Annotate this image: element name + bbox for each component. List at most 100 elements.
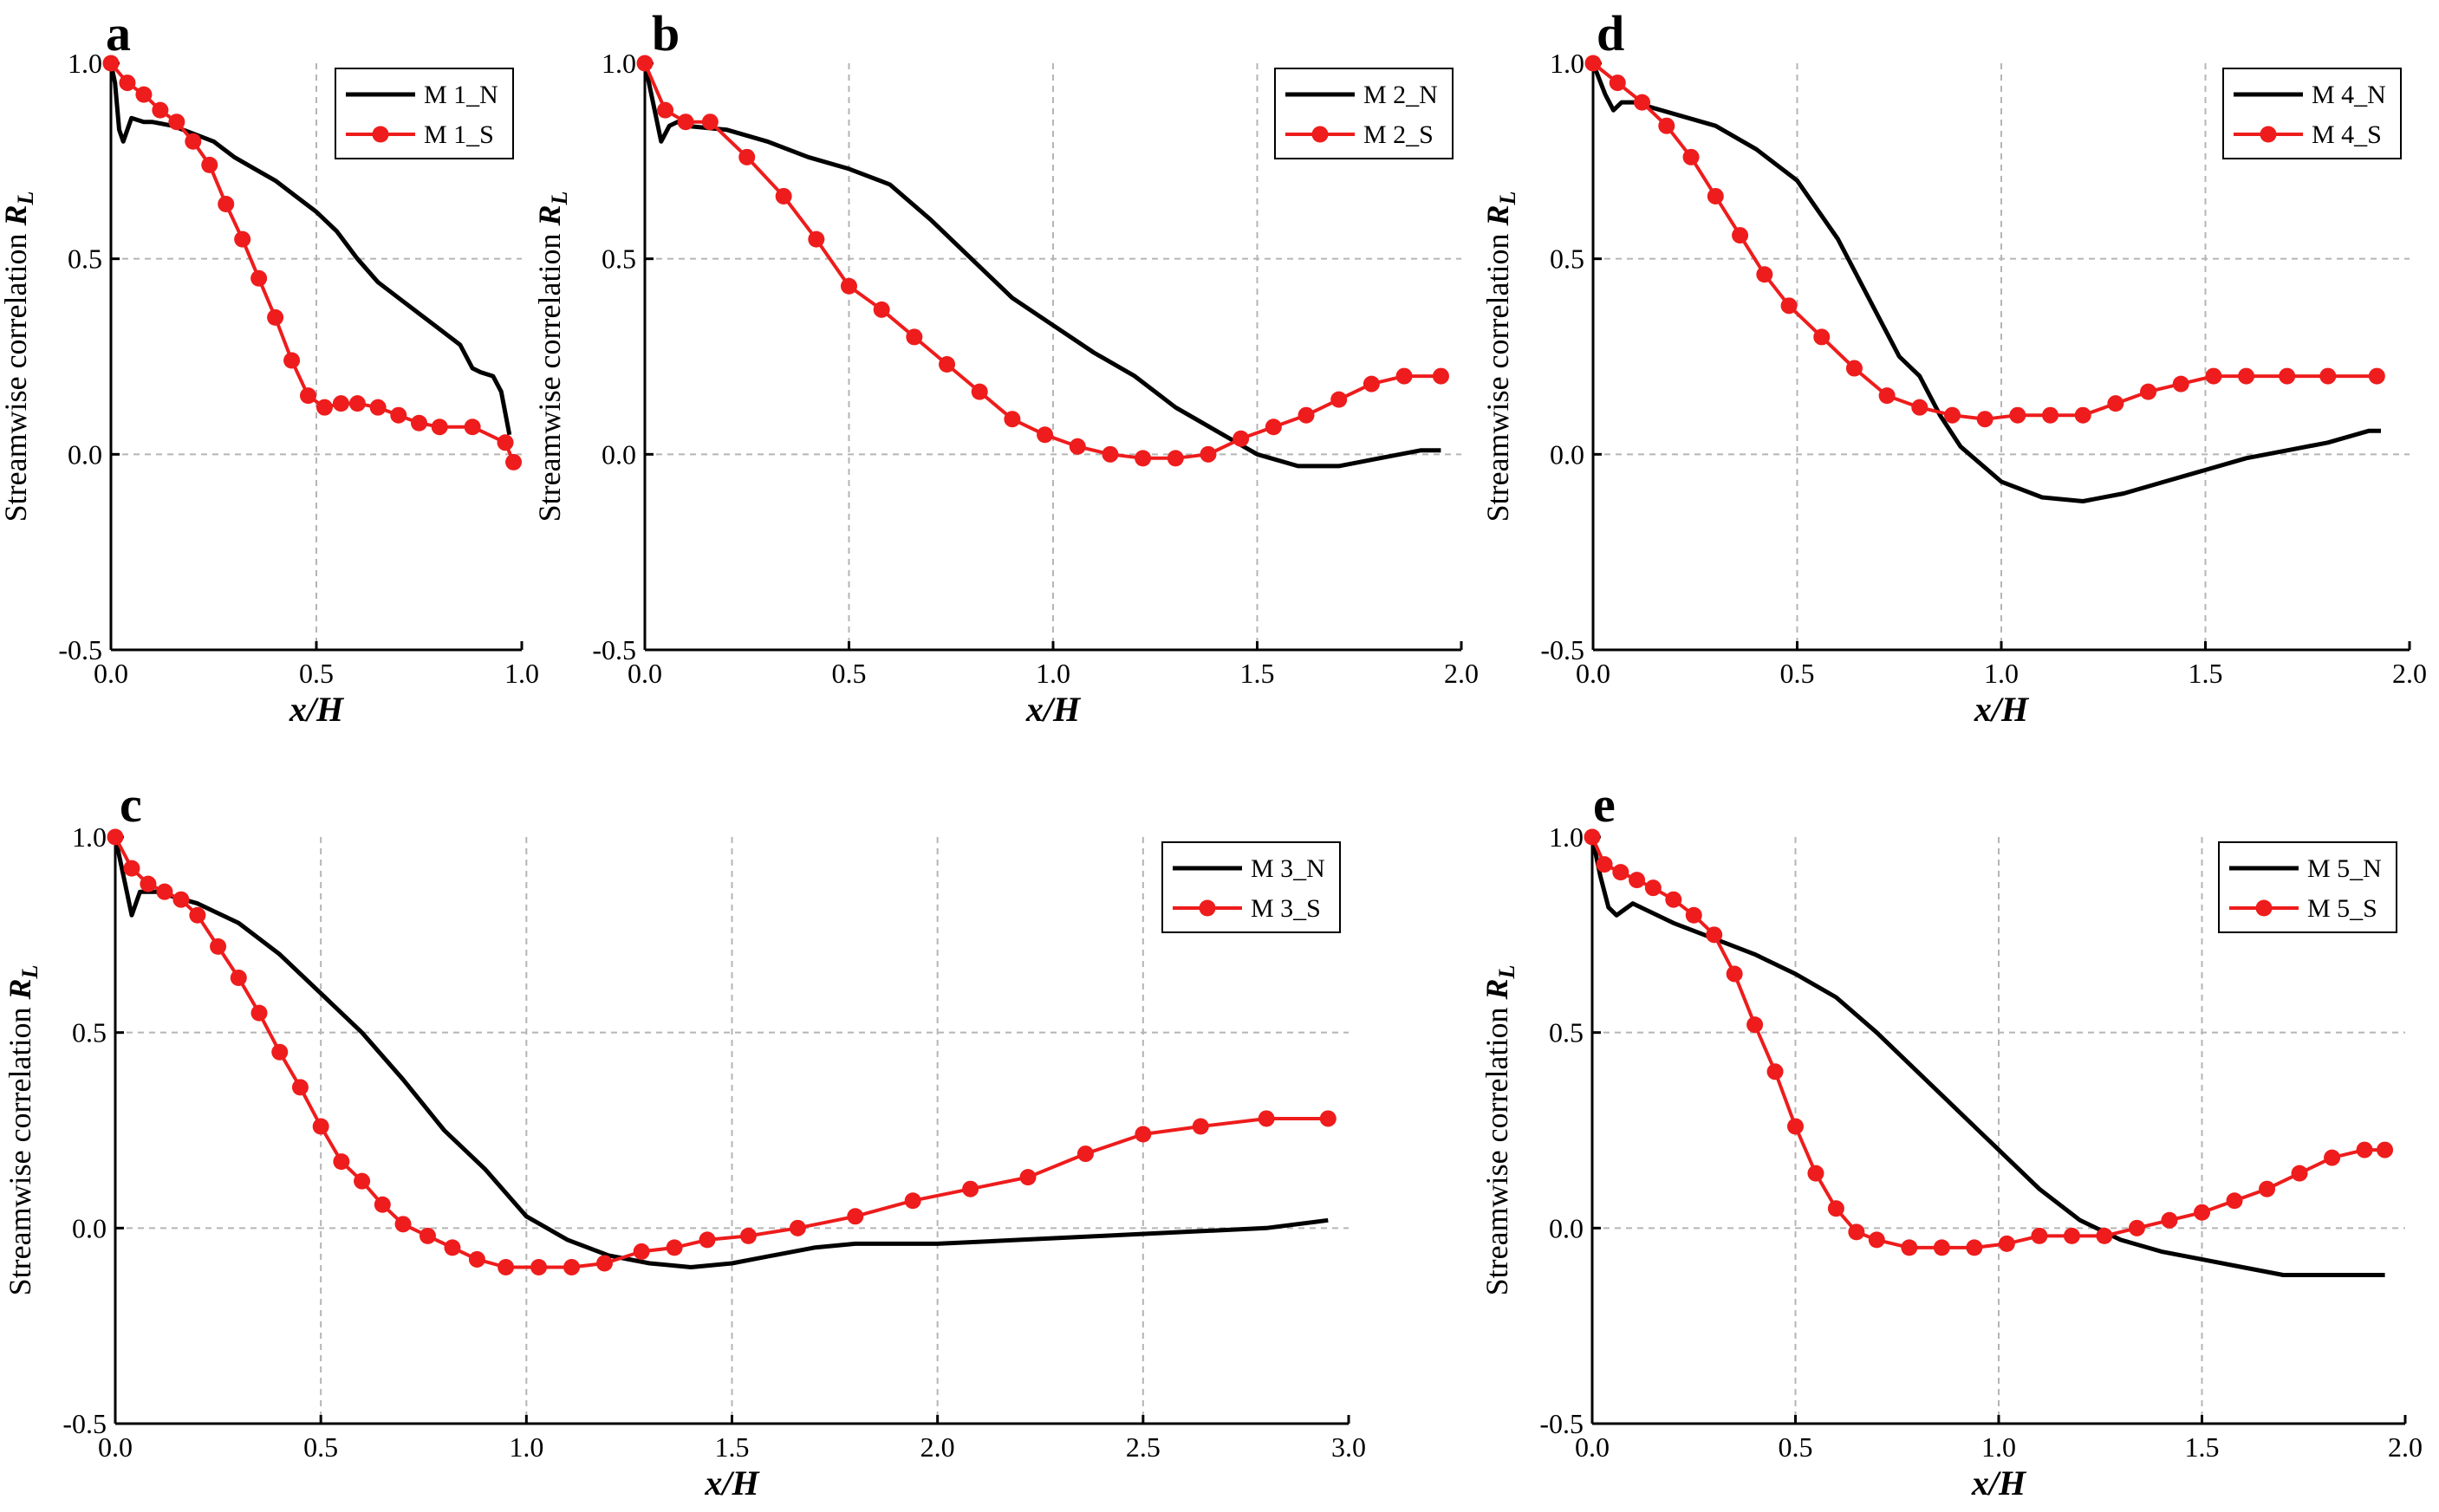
data-point (841, 277, 857, 295)
data-point (1685, 906, 1702, 924)
data-point (666, 1239, 683, 1256)
data-point (189, 906, 206, 924)
data-point (333, 1153, 350, 1171)
x-tick-label: 0.5 (832, 658, 867, 689)
data-point (2259, 1180, 2276, 1197)
series-line-n (108, 62, 512, 436)
data-point (2128, 1219, 2145, 1236)
data-point (1707, 187, 1724, 204)
y-tick-label: 0.5 (68, 243, 102, 275)
x-tick-label: 0.0 (1576, 658, 1610, 689)
x-tick-label: 0.0 (94, 658, 128, 689)
data-point (1395, 367, 1413, 385)
data-point (2226, 1192, 2243, 1210)
x-axis-title: x/H (1974, 690, 2030, 729)
data-point (1192, 1118, 1209, 1135)
data-point (1265, 419, 1282, 436)
x-tick-label: 0.0 (1575, 1431, 1610, 1463)
data-point (332, 395, 349, 412)
data-point (962, 1180, 979, 1197)
y-tick-label: -0.5 (62, 1408, 107, 1439)
data-point (1682, 148, 1700, 165)
data-point (1766, 1063, 1784, 1080)
chart-panel-b: b0.0 0.5 1.0 1.5 2.0-0.50.00.51.0x/HStreamwi… (532, 5, 1479, 729)
data-point (201, 156, 218, 173)
data-point (789, 1219, 806, 1236)
data-point (636, 55, 654, 72)
data-point (2324, 1149, 2341, 1166)
y-tick-label: 0.5 (72, 1017, 107, 1048)
data-point (2042, 406, 2059, 424)
legend-box (2218, 841, 2397, 933)
y-axis-title: Streamwise correlation RL (1480, 191, 1520, 522)
x-axis-title: x/H (1971, 1463, 2027, 1502)
data-point (107, 828, 124, 846)
data-point (1102, 445, 1119, 463)
x-tick-label: 1.5 (1240, 658, 1275, 689)
data-point (230, 969, 247, 986)
data-point (873, 301, 890, 318)
data-point (1868, 1231, 1885, 1249)
y-tick-label: 0.5 (1549, 1017, 1584, 1048)
y-axis-title: Streamwise correlation RL (532, 191, 572, 522)
data-point (530, 1258, 548, 1275)
data-point (185, 133, 202, 150)
legend-label: M 3_N (1251, 854, 1325, 883)
y-tick-label: 1.0 (602, 48, 636, 79)
data-point (1004, 411, 1021, 428)
data-point (444, 1239, 461, 1256)
data-point (135, 86, 153, 103)
data-point (699, 1231, 716, 1249)
y-axis-title-text: Streamwise correlation (532, 226, 567, 522)
data-point (563, 1258, 581, 1275)
x-tick-label: 3.0 (1331, 1431, 1366, 1463)
y-axis-title-subscript: L (17, 965, 42, 980)
data-point (1706, 926, 1723, 944)
y-tick-label: -0.5 (1539, 1408, 1584, 1439)
data-point (1319, 1110, 1337, 1127)
legend-label: M 5_S (2307, 894, 2377, 923)
data-point (1998, 1235, 2015, 1252)
data-point (1807, 1165, 1824, 1182)
legend-label: M 5_N (2307, 854, 2382, 883)
legend-swatch-marker (1199, 899, 1216, 917)
y-axis-title-symbol: R (1480, 204, 1515, 226)
data-point (291, 1079, 309, 1096)
x-tick-label: 2.5 (1126, 1431, 1161, 1463)
data-point (2377, 1141, 2394, 1158)
data-point (2368, 367, 2385, 385)
y-tick-label: 1.0 (68, 48, 102, 79)
data-point (300, 387, 317, 405)
data-point (1732, 227, 1749, 244)
x-tick-label: 0.5 (1780, 658, 1815, 689)
x-tick-label: 1.5 (2189, 658, 2223, 689)
chart-panel-c: c0.0 0.5 1.0 1.5 2.0 2.5 3.0-0.50.00.51.0x/HSt… (3, 776, 1366, 1502)
data-point (2238, 367, 2255, 385)
legend-swatch-marker (1311, 126, 1329, 143)
data-point (1848, 1223, 1865, 1241)
y-axis-title: Streamwise correlation RL (1480, 965, 1519, 1296)
data-point (1756, 266, 1773, 283)
y-tick-label: 0.0 (1550, 438, 1584, 470)
y-axis-title-text: Streamwise correlation (3, 1000, 37, 1296)
data-point (168, 114, 185, 131)
x-tick-label: 0.0 (98, 1431, 133, 1463)
data-point (2096, 1227, 2113, 1244)
x-axis-title: x/H (1025, 690, 1082, 729)
y-tick-label: 0.5 (1550, 243, 1584, 275)
x-tick-label: 0.5 (299, 658, 334, 689)
data-point (633, 1243, 650, 1260)
data-point (1363, 375, 1380, 393)
y-axis-title-symbol: R (1480, 978, 1514, 1000)
x-tick-label: 1.0 (504, 658, 539, 689)
data-point (1813, 328, 1831, 346)
data-point (234, 230, 251, 248)
data-point (904, 1192, 921, 1210)
data-point (431, 419, 448, 436)
panel-letter: b (652, 5, 680, 62)
legend-swatch-marker (2260, 126, 2277, 143)
panel-letter: a (106, 5, 131, 62)
y-tick-label: 0.0 (602, 438, 636, 470)
data-point (1135, 450, 1152, 467)
